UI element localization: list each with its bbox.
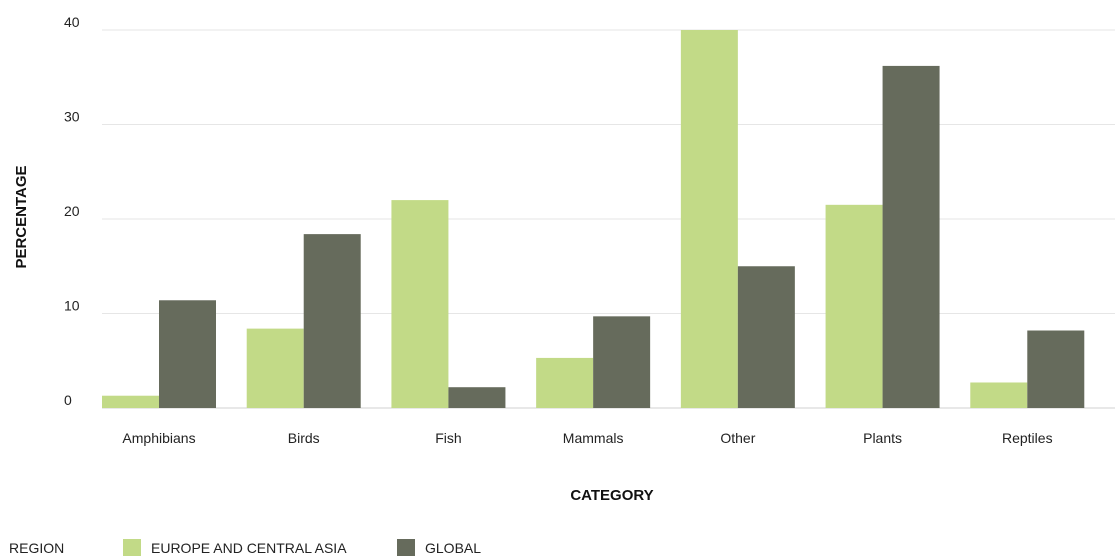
legend-items: EUROPE AND CENTRAL ASIA GLOBAL (123, 539, 481, 556)
bar-mammals-global (593, 316, 650, 408)
x-tick-label: Birds (288, 430, 320, 446)
y-axis-title: PERCENTAGE (13, 165, 30, 268)
x-tick-label: Reptiles (1002, 430, 1053, 446)
x-tick-label: Plants (863, 430, 902, 446)
legend-swatch (123, 539, 141, 556)
x-axis-ticks: Amphibians Birds Fish Mammals Other Plants Rep… (122, 430, 1052, 446)
bar-reptiles-global (1027, 331, 1084, 408)
bar-fish-global (448, 387, 505, 408)
y-tick-label: 10 (64, 298, 80, 314)
bar-other-europe-central-asia (681, 30, 738, 408)
y-tick-label: 0 (64, 392, 72, 408)
x-tick-label: Other (720, 430, 755, 446)
bar-fish-europe-central-asia (391, 200, 448, 408)
y-axis-ticks: 0 10 20 30 40 (64, 14, 80, 408)
y-tick-label: 20 (64, 203, 80, 219)
x-axis-title: CATEGORY (570, 487, 653, 504)
bar-reptiles-europe-central-asia (970, 382, 1027, 408)
legend: REGION EUROPE AND CENTRAL ASIA GLOBAL (9, 539, 481, 556)
bar-birds-europe-central-asia (247, 329, 304, 408)
bar-amphibians-europe-central-asia (102, 396, 159, 408)
bar-amphibians-global (159, 300, 216, 408)
legend-swatch (397, 539, 415, 556)
legend-title: REGION (9, 540, 64, 556)
x-tick-label: Mammals (563, 430, 624, 446)
bar-mammals-europe-central-asia (536, 358, 593, 408)
legend-label: EUROPE AND CENTRAL ASIA (151, 540, 347, 556)
bar-birds-global (304, 234, 361, 408)
y-tick-label: 30 (64, 109, 80, 125)
y-tick-label: 40 (64, 14, 80, 30)
bar-plants-global (883, 66, 940, 408)
x-tick-label: Amphibians (122, 430, 195, 446)
x-tick-label: Fish (435, 430, 461, 446)
legend-label: GLOBAL (425, 540, 481, 556)
bar-plants-europe-central-asia (826, 205, 883, 408)
bar-other-global (738, 266, 795, 408)
